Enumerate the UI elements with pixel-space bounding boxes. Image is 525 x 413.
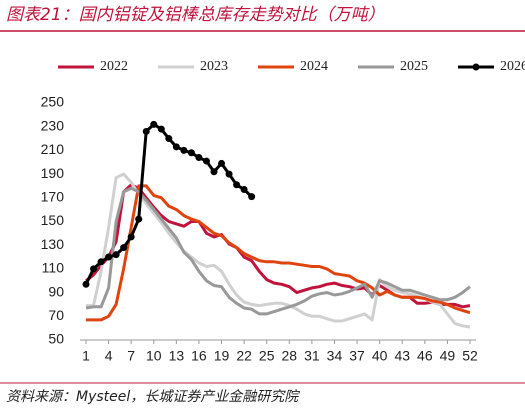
- series-line: [86, 184, 471, 322]
- point: [97, 258, 105, 266]
- x-tick-label: 16: [191, 348, 207, 364]
- x-tick-label: 7: [127, 348, 135, 364]
- point: [225, 170, 233, 178]
- y-tick-label: 190: [41, 165, 65, 181]
- source: 资料来源：Mysteel，长城证券产业金融研究院: [6, 389, 300, 405]
- y-tick-label: 110: [42, 260, 65, 276]
- point: [202, 157, 210, 165]
- y-tick-label: 150: [41, 212, 65, 228]
- y-tick-label: 210: [41, 141, 65, 157]
- y-tick-label: 130: [41, 236, 65, 252]
- y-tick-label: 90: [48, 283, 64, 299]
- y-tick-label: 70: [48, 307, 64, 323]
- point: [120, 244, 128, 252]
- x-tick-label: 43: [394, 348, 410, 364]
- point: [172, 143, 180, 151]
- point: [180, 146, 188, 154]
- x-tick-label: 52: [462, 348, 478, 364]
- y-tick-label: 50: [48, 331, 64, 347]
- point: [248, 193, 256, 201]
- point: [142, 127, 150, 135]
- point: [112, 251, 120, 259]
- point: [90, 265, 98, 273]
- point: [165, 135, 173, 143]
- x-tick-label: 40: [372, 348, 388, 364]
- chart-title: 图表21：国内铝锭及铝棒总库存走势对比（万吨）: [6, 5, 385, 25]
- point: [150, 120, 158, 128]
- point: [195, 154, 203, 162]
- y-tick-label: 230: [41, 117, 65, 133]
- legend-label: 2023: [200, 59, 228, 74]
- point: [135, 215, 143, 223]
- point: [82, 280, 90, 288]
- x-tick-label: 28: [282, 348, 298, 364]
- x-tick-label: 34: [327, 348, 343, 364]
- point: [127, 233, 135, 241]
- point: [210, 168, 218, 176]
- x-tick-label: 37: [349, 348, 365, 364]
- point: [233, 181, 241, 189]
- x-tick-label: 31: [304, 348, 320, 364]
- y-tick-label: 250: [41, 94, 65, 110]
- point: [157, 125, 165, 133]
- point: [240, 186, 248, 194]
- x-tick-label: 22: [236, 348, 252, 364]
- legend-label: 2022: [100, 59, 128, 74]
- y-tick-label: 170: [41, 189, 65, 205]
- point: [105, 253, 113, 261]
- x-tick-label: 25: [259, 348, 275, 364]
- point: [218, 159, 226, 167]
- x-tick-label: 1: [82, 348, 90, 364]
- series-line: [85, 183, 471, 309]
- legend-label: 2026: [500, 59, 525, 74]
- x-tick-label: 19: [214, 348, 230, 364]
- point: [187, 149, 195, 157]
- series-line: [86, 172, 471, 329]
- series-line: [85, 186, 471, 316]
- legend-label: 2025: [400, 59, 428, 74]
- x-tick-label: 46: [417, 348, 433, 364]
- x-tick-label: 4: [105, 348, 113, 364]
- legend-label: 2024: [300, 59, 328, 74]
- x-tick-label: 49: [440, 348, 456, 364]
- legend-marker: [472, 63, 480, 71]
- x-tick-label: 13: [169, 348, 185, 364]
- x-tick-label: 10: [146, 348, 162, 364]
